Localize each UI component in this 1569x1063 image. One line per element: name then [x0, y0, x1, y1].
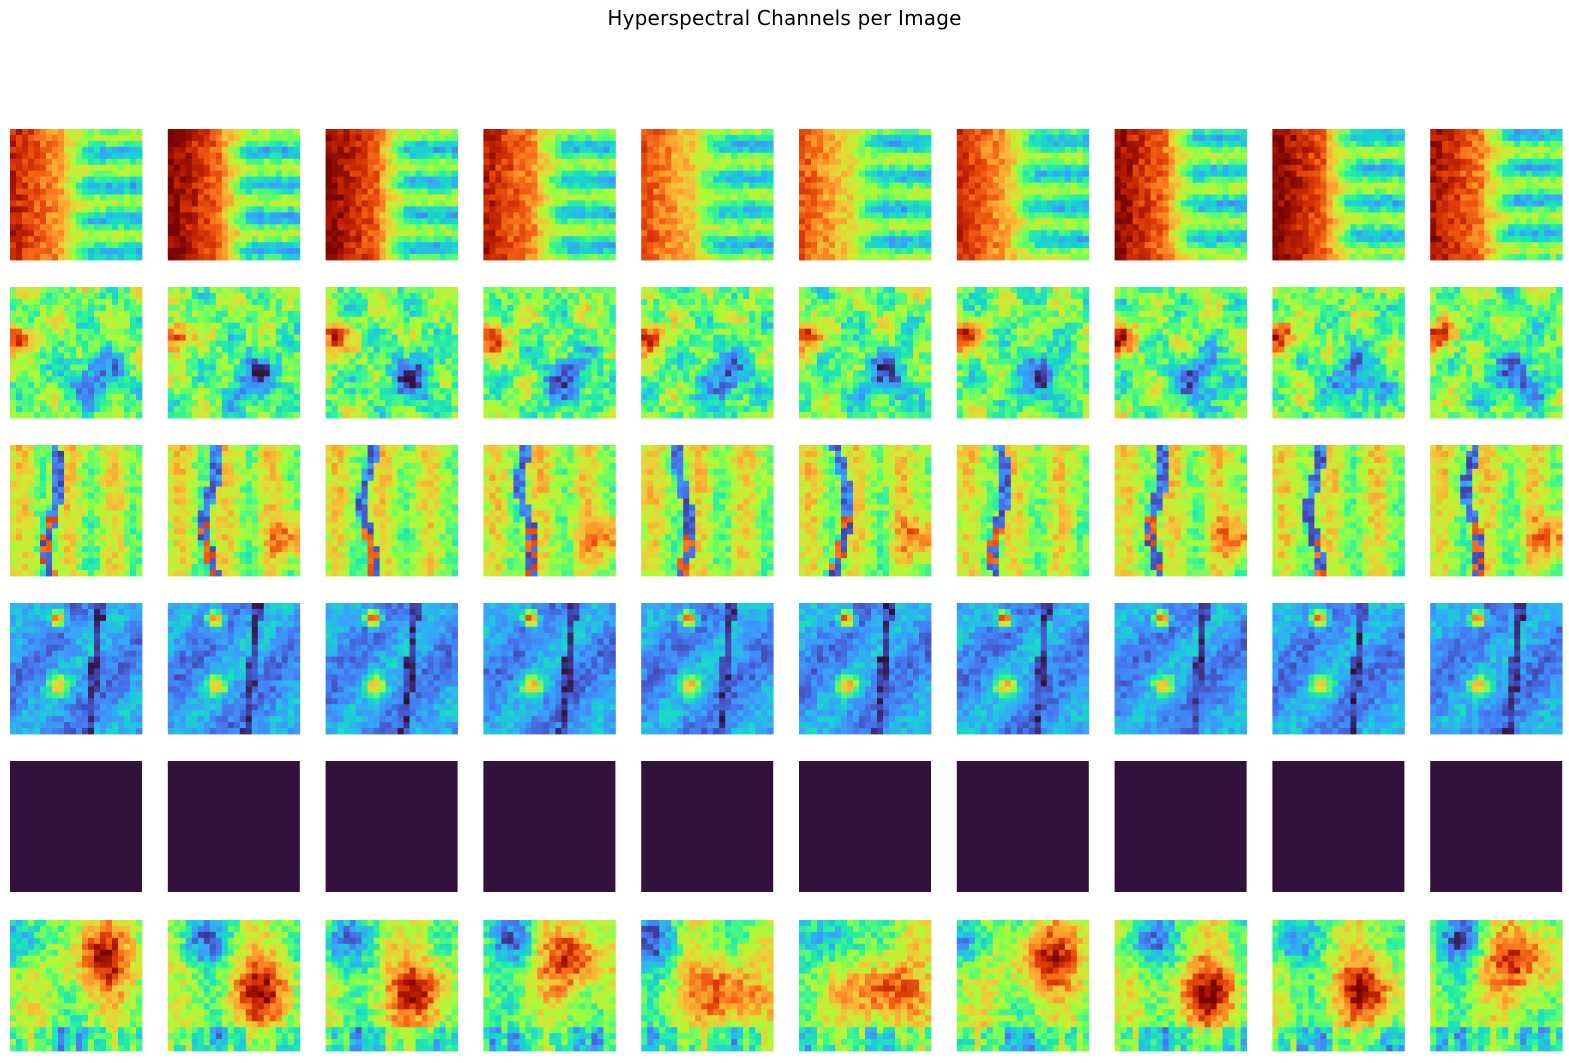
channel-image-fill	[1430, 761, 1562, 892]
channel-image-r3-c6	[799, 445, 931, 576]
channel-image-r4-c9	[1272, 603, 1404, 734]
channel-image-r4-c2	[168, 603, 300, 734]
channel-image-r6-c10	[1430, 920, 1562, 1051]
channel-image-r2-c5	[641, 287, 773, 418]
channel-image-r4-c6	[799, 603, 931, 734]
channel-image-r5-c6	[799, 761, 931, 892]
channel-image-r1-c9	[1272, 129, 1404, 260]
channel-image-r4-c10	[1430, 603, 1562, 734]
channel-image-r2-c3	[326, 287, 458, 418]
channel-image-r1-c8	[1115, 129, 1247, 260]
channel-image-r5-c8	[1115, 761, 1247, 892]
channel-image-fill	[10, 761, 142, 892]
channel-image-r3-c8	[1115, 445, 1247, 576]
channel-image-r2-c10	[1430, 287, 1562, 418]
channel-image-r3-c5	[641, 445, 773, 576]
channel-image-r1-c1	[10, 129, 142, 260]
channel-image-r3-c3	[326, 445, 458, 576]
channel-image-r3-c7	[957, 445, 1089, 576]
channel-image-r6-c3	[326, 920, 458, 1051]
channel-image-r1-c5	[641, 129, 773, 260]
channel-image-r4-c7	[957, 603, 1089, 734]
channel-image-r3-c1	[10, 445, 142, 576]
channel-image-r1-c10	[1430, 129, 1562, 260]
channel-image-fill	[641, 761, 773, 892]
channel-image-fill	[1272, 761, 1404, 892]
channel-image-r3-c4	[483, 445, 615, 576]
channel-image-r5-c1	[10, 761, 142, 892]
channel-image-r2-c6	[799, 287, 931, 418]
channel-image-r5-c3	[326, 761, 458, 892]
channel-image-fill	[1115, 761, 1247, 892]
channel-image-fill	[168, 761, 300, 892]
channel-image-r6-c9	[1272, 920, 1404, 1051]
channel-image-r5-c7	[957, 761, 1089, 892]
channel-image-r4-c4	[483, 603, 615, 734]
channel-image-fill	[957, 761, 1089, 892]
channel-image-fill	[326, 761, 458, 892]
channel-image-fill	[799, 761, 931, 892]
channel-image-r2-c4	[483, 287, 615, 418]
channel-image-r2-c1	[10, 287, 142, 418]
channel-image-r5-c2	[168, 761, 300, 892]
channel-image-r4-c3	[326, 603, 458, 734]
channel-image-r6-c2	[168, 920, 300, 1051]
channel-image-r4-c8	[1115, 603, 1247, 734]
channel-image-r5-c5	[641, 761, 773, 892]
channel-image-r6-c7	[957, 920, 1089, 1051]
channel-image-r1-c2	[168, 129, 300, 260]
channel-image-r2-c2	[168, 287, 300, 418]
channel-image-r1-c4	[483, 129, 615, 260]
channel-image-r2-c9	[1272, 287, 1404, 418]
channel-image-r1-c3	[326, 129, 458, 260]
channel-image-r5-c4	[483, 761, 615, 892]
channel-image-r5-c9	[1272, 761, 1404, 892]
channel-image-fill	[483, 761, 615, 892]
channel-image-r3-c10	[1430, 445, 1562, 576]
channel-image-r1-c6	[799, 129, 931, 260]
channel-image-r6-c8	[1115, 920, 1247, 1051]
channel-image-r6-c5	[641, 920, 773, 1051]
channel-image-r2-c7	[957, 287, 1089, 418]
channel-image-r5-c10	[1430, 761, 1562, 892]
channel-image-r6-c4	[483, 920, 615, 1051]
channel-image-r2-c8	[1115, 287, 1247, 418]
channel-image-r6-c6	[799, 920, 931, 1051]
channel-image-r4-c5	[641, 603, 773, 734]
channel-image-r6-c1	[10, 920, 142, 1051]
channel-image-r4-c1	[10, 603, 142, 734]
channel-image-r1-c7	[957, 129, 1089, 260]
channel-image-r3-c2	[168, 445, 300, 576]
channel-image-r3-c9	[1272, 445, 1404, 576]
